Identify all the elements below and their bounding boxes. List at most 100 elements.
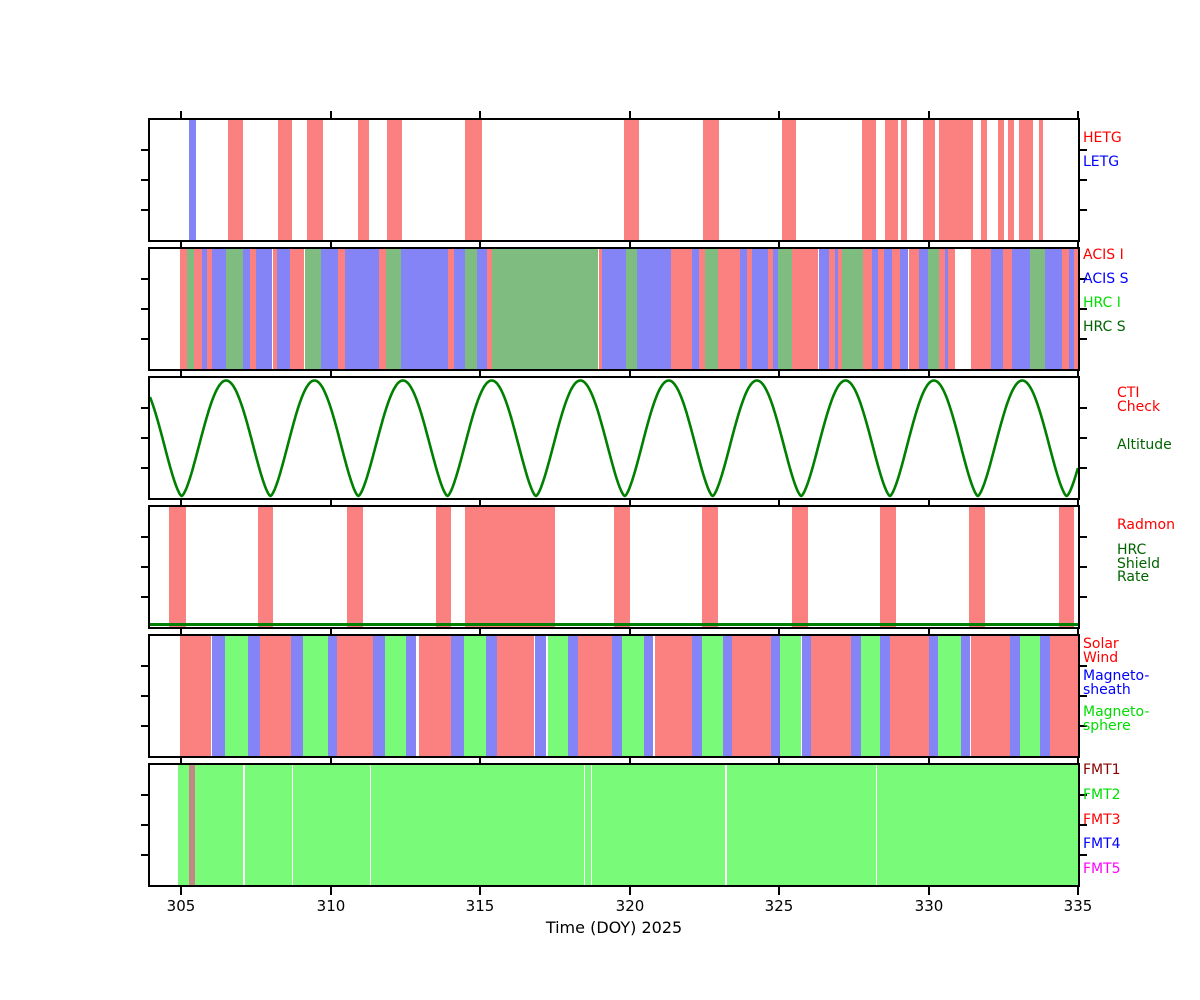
- band: [1029, 249, 1046, 369]
- legend-line: sphere: [1083, 717, 1131, 734]
- legend-hetg: HETG: [1083, 131, 1122, 146]
- y-tick: [1080, 338, 1087, 340]
- x-tick: [628, 111, 631, 118]
- fmt-switch-line: [243, 765, 245, 885]
- x-tick: [180, 371, 183, 376]
- legend-fmt5: FMT5: [1083, 862, 1121, 877]
- band: [435, 507, 452, 627]
- band: [344, 249, 379, 369]
- legend-line: LETG: [1083, 154, 1120, 170]
- band: [1049, 636, 1078, 756]
- band: [225, 636, 249, 756]
- band: [624, 120, 640, 240]
- band: [884, 120, 899, 240]
- band: [771, 636, 780, 756]
- x-tick: [927, 500, 930, 505]
- band: [1038, 120, 1043, 240]
- x-tick: [1077, 758, 1079, 763]
- band: [406, 636, 417, 756]
- band: [929, 636, 939, 756]
- band: [891, 249, 901, 369]
- x-tick: [778, 111, 780, 118]
- legend-line: FMT1: [1083, 762, 1121, 778]
- hrc-shield-rate-line: [150, 623, 1078, 626]
- band: [918, 249, 929, 369]
- legend-line: HRC: [1117, 542, 1147, 558]
- fmt-switch-line: [583, 765, 585, 885]
- band: [384, 636, 407, 756]
- fmt-switch-line: [591, 765, 593, 885]
- fmt-switch-line: [875, 765, 878, 885]
- band: [908, 249, 919, 369]
- band: [1010, 636, 1020, 756]
- y-tick: [1080, 278, 1087, 280]
- legend-line: Shield: [1117, 555, 1161, 572]
- x-tick: [628, 887, 631, 895]
- x-tick-label: 325: [764, 897, 794, 915]
- y-tick: [141, 179, 148, 181]
- band: [871, 249, 878, 369]
- x-tick-label: 310: [316, 897, 346, 915]
- band: [465, 120, 482, 240]
- band: [465, 249, 478, 369]
- x-tick: [1077, 887, 1079, 895]
- band: [272, 249, 278, 369]
- x-tick: [927, 111, 930, 118]
- band: [723, 636, 732, 756]
- panel-gratings: [141, 111, 1087, 247]
- band: [491, 249, 599, 369]
- band: [567, 636, 578, 756]
- band: [746, 249, 752, 369]
- legend-line: Magneto-: [1083, 668, 1150, 684]
- band: [791, 249, 819, 369]
- band: [180, 636, 211, 756]
- legend-radmon: Radmon: [1117, 518, 1175, 533]
- y-tick: [141, 437, 148, 439]
- x-tick: [927, 242, 930, 247]
- x-tick: [479, 887, 482, 895]
- band: [614, 507, 630, 627]
- legend-line: Check: [1117, 398, 1161, 415]
- band: [347, 507, 363, 627]
- x-tick: [778, 887, 780, 895]
- band: [939, 249, 945, 369]
- fmt-switch-line: [369, 765, 372, 885]
- band: [188, 765, 196, 885]
- band: [980, 120, 988, 240]
- legend-hrc-s: HRC S: [1083, 320, 1126, 335]
- x-tick: [479, 629, 482, 634]
- band: [1068, 249, 1074, 369]
- y-tick: [1080, 794, 1087, 796]
- band: [357, 120, 369, 240]
- band: [306, 120, 324, 240]
- y-tick: [1080, 209, 1087, 211]
- y-tick: [141, 725, 148, 727]
- band: [496, 636, 535, 756]
- band: [939, 120, 974, 240]
- y-tick: [141, 536, 148, 538]
- fmt-switch-line: [291, 765, 294, 885]
- band: [791, 507, 808, 627]
- band: [671, 249, 692, 369]
- y-tick: [1080, 536, 1087, 538]
- y-tick: [141, 278, 148, 280]
- y-tick: [1080, 407, 1087, 409]
- band: [303, 636, 328, 756]
- x-tick: [479, 371, 482, 376]
- panel-altitude: [141, 376, 1087, 505]
- band: [577, 636, 612, 756]
- band: [289, 249, 305, 369]
- y-tick: [1080, 596, 1087, 598]
- x-tick: [778, 242, 780, 247]
- x-tick-label: 335: [1063, 897, 1093, 915]
- x-tick: [927, 629, 930, 634]
- band: [1018, 120, 1033, 240]
- band: [1008, 120, 1014, 240]
- y-tick: [1080, 149, 1087, 151]
- x-tick: [927, 371, 930, 376]
- x-tick: [180, 758, 183, 763]
- x-tick-label: 305: [166, 897, 196, 915]
- band: [451, 636, 464, 756]
- fmt-switch-line: [725, 765, 727, 885]
- plot-area-geo-region: [150, 636, 1078, 756]
